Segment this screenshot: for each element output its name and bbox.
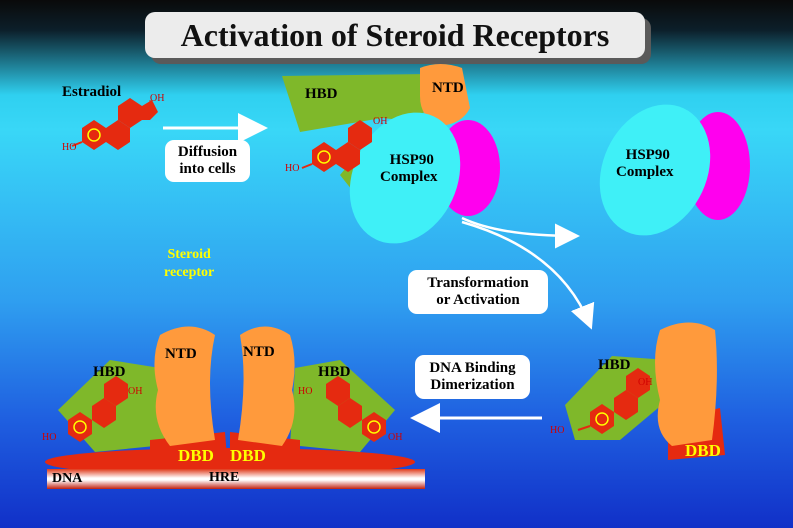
hsp90-label-complex: HSP90 Complex <box>380 152 438 186</box>
hsp90-line2: Complex <box>380 169 438 185</box>
hre-label: HRE <box>209 470 240 485</box>
diagram-title: Activation of Steroid Receptors <box>180 16 610 53</box>
oh-label-complex: OH <box>373 116 388 127</box>
receptor-hsp90-complex <box>282 64 500 244</box>
steroid-receptor-label: Steroid receptor <box>164 246 214 282</box>
ntd-label-complex: NTD <box>432 80 464 96</box>
title-box: Activation of Steroid Receptors <box>145 12 645 58</box>
ho-label-dimer-right: HO <box>298 386 313 397</box>
activated-receptor <box>565 322 725 460</box>
dna-binding-line1: DNA Binding <box>429 360 516 376</box>
ho-label: HO <box>62 142 77 153</box>
hsp90-line1: HSP90 <box>389 152 434 168</box>
diffusion-line2: into cells <box>179 161 236 177</box>
oh-label: OH <box>150 93 165 104</box>
hbd-label-activated: HBD <box>598 357 631 373</box>
hsp90-free-line2: Complex <box>616 164 674 180</box>
estradiol-molecule <box>71 98 158 150</box>
oh-label-activated: OH <box>638 377 653 388</box>
dna-strand <box>47 469 425 489</box>
dbd-label-activated: DBD <box>685 441 721 460</box>
transformation-arrow <box>461 220 595 330</box>
estradiol-label: Estradiol <box>62 84 122 100</box>
transformation-line1: Transformation <box>427 275 529 291</box>
dbd-label-dimer-right: DBD <box>230 446 266 465</box>
ho-label-complex: HO <box>285 163 300 174</box>
hsp90-free-line1: HSP90 <box>625 147 670 163</box>
diffusion-step-box: Diffusion into cells <box>165 140 250 182</box>
hbd-label-dimer-left: HBD <box>93 364 126 380</box>
released-hsp90 <box>599 104 750 236</box>
dna-binding-step-box: DNA Binding Dimerization <box>415 355 530 399</box>
hbd-label-dimer-right: HBD <box>318 364 351 380</box>
oh-label-dimer-left: OH <box>128 386 143 397</box>
hsp90-label-free: HSP90 Complex <box>616 147 674 181</box>
dna-label: DNA <box>52 471 83 486</box>
dna-binding-line2: Dimerization <box>430 377 515 393</box>
ntd-label-dimer-right: NTD <box>243 344 275 360</box>
steroid-line1: Steroid <box>167 247 211 262</box>
transformation-line2: or Activation <box>436 292 520 308</box>
steroid-line2: receptor <box>164 265 215 280</box>
hbd-label-complex: HBD <box>305 86 338 102</box>
transformation-step-box: Transformation or Activation <box>408 270 548 314</box>
oh-label-dimer-right: OH <box>388 432 403 443</box>
diffusion-line1: Diffusion <box>177 144 238 160</box>
dbd-label-dimer-left: DBD <box>178 446 214 465</box>
ntd-label-dimer-left: NTD <box>165 346 197 362</box>
ho-label-dimer-left: HO <box>42 432 57 443</box>
ho-label-activated: HO <box>550 425 565 436</box>
release-arrow <box>461 216 580 249</box>
